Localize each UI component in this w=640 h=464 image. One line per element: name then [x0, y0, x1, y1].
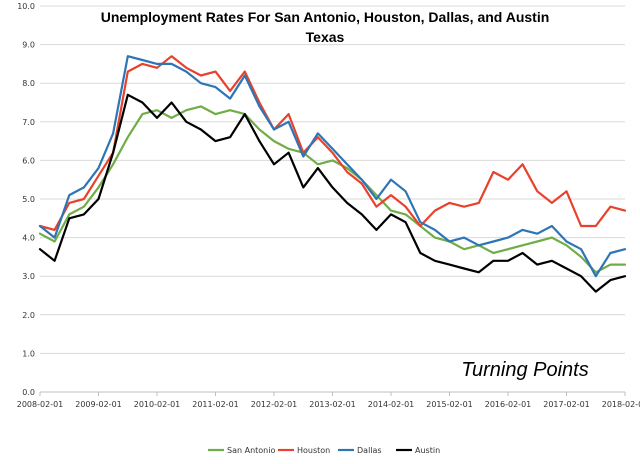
chart-title-line1: Unemployment Rates For San Antonio, Hous…: [101, 9, 550, 25]
x-tick-label: 2018-02-01: [602, 400, 640, 409]
legend: San Antonio Houston Dallas Austin: [208, 446, 440, 455]
y-tick-label: 10.0: [17, 2, 35, 11]
x-tick-label: 2010-02-01: [134, 400, 181, 409]
y-tick-label: 4.0: [22, 234, 35, 243]
legend-label: Dallas: [357, 446, 382, 455]
series-line-san-antonio: [38, 105, 627, 274]
series-line-austin: [38, 93, 627, 293]
series-line-houston: [38, 55, 627, 231]
x-tick-label: 2013-02-01: [309, 400, 356, 409]
y-tick-label: 6.0: [22, 156, 35, 165]
legend-label: Houston: [297, 446, 330, 455]
x-tick-label: 2008-02-01: [17, 400, 64, 409]
y-tick-label: 8.0: [22, 79, 35, 88]
y-tick-label: 9.0: [22, 41, 35, 50]
y-tick-label: 2.0: [22, 311, 35, 320]
legend-label: Austin: [415, 446, 440, 455]
y-tick-label: 0.0: [22, 388, 35, 397]
turning-points-annotation: Turning Points: [461, 359, 588, 381]
series-line-dallas: [38, 55, 627, 278]
x-tick-label: 2009-02-01: [75, 400, 122, 409]
axes: 0.0 1.0 2.0 3.0 4.0 5.0 6.0 7.0 8.0 9.0 10.0 2008-0…: [17, 2, 640, 409]
x-tick-label: 2012-02-01: [251, 400, 298, 409]
legend-label: San Antonio: [227, 446, 275, 455]
y-tick-label: 1.0: [22, 349, 35, 358]
y-tick-label: 3.0: [22, 272, 35, 281]
x-tick-label: 2011-02-01: [192, 400, 239, 409]
gridlines: [40, 5, 625, 393]
chart-title-line2: Texas: [306, 29, 345, 45]
y-tick-label: 5.0: [22, 195, 35, 204]
x-tick-label: 2015-02-01: [426, 400, 473, 409]
x-tick-label: 2014-02-01: [368, 400, 415, 409]
x-tick-label: 2016-02-01: [485, 400, 532, 409]
x-tick-label: 2017-02-01: [543, 400, 590, 409]
series-lines: [38, 55, 627, 293]
y-tick-label: 7.0: [22, 118, 35, 127]
